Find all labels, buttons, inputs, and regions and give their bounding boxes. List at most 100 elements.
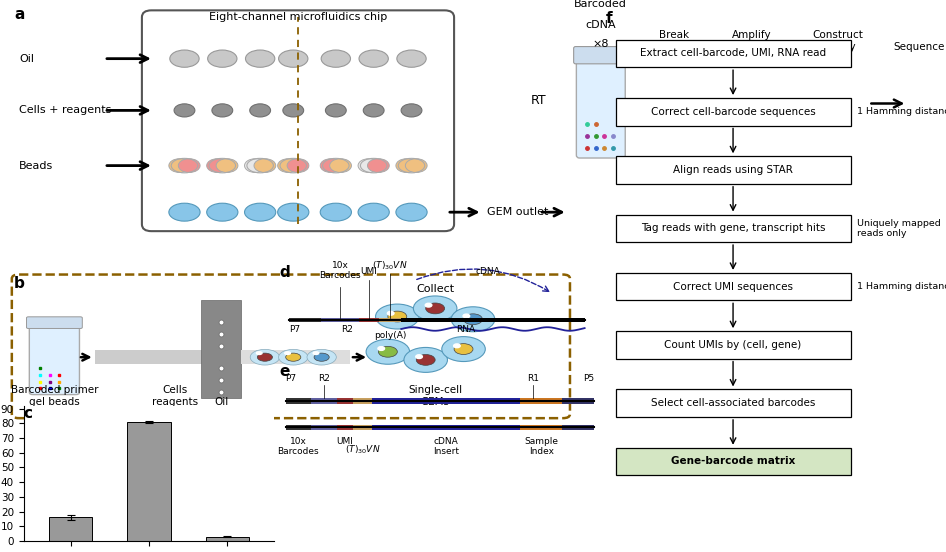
Ellipse shape [131, 352, 152, 363]
Bar [337, 425, 353, 430]
Ellipse shape [287, 159, 308, 172]
Bar [241, 351, 350, 364]
FancyBboxPatch shape [26, 317, 82, 328]
FancyBboxPatch shape [616, 215, 850, 242]
Circle shape [366, 339, 410, 364]
Text: Amplify
cDNA: Amplify cDNA [732, 30, 772, 52]
Ellipse shape [325, 104, 346, 117]
Ellipse shape [320, 159, 342, 172]
Circle shape [416, 354, 435, 365]
Ellipse shape [178, 159, 200, 172]
Bar [520, 425, 562, 430]
Ellipse shape [250, 349, 280, 365]
Text: b: b [14, 276, 25, 291]
Ellipse shape [212, 104, 233, 117]
Ellipse shape [254, 159, 275, 172]
Text: Barcoded: Barcoded [574, 0, 627, 9]
Circle shape [454, 344, 473, 354]
Circle shape [388, 311, 407, 322]
Ellipse shape [358, 159, 379, 172]
Ellipse shape [358, 203, 389, 221]
FancyBboxPatch shape [616, 40, 850, 67]
Text: P7: P7 [286, 374, 297, 383]
Bar [520, 399, 562, 404]
Ellipse shape [168, 159, 190, 172]
Bar [206, 537, 249, 541]
Ellipse shape [313, 352, 319, 354]
Text: Construct
Library: Construct Library [812, 30, 863, 52]
Ellipse shape [329, 159, 351, 172]
Ellipse shape [283, 104, 304, 117]
Bar [49, 517, 92, 541]
Text: Beads: Beads [19, 161, 53, 171]
Text: Oil: Oil [19, 54, 34, 63]
Bar [353, 425, 373, 430]
Text: UMI: UMI [360, 267, 377, 276]
Ellipse shape [286, 353, 301, 361]
Bar [373, 425, 520, 430]
Bar [359, 318, 378, 322]
Ellipse shape [395, 203, 427, 221]
Circle shape [415, 355, 422, 359]
FancyBboxPatch shape [573, 46, 628, 64]
Circle shape [426, 303, 445, 314]
Text: $(T)_{30}VN$: $(T)_{30}VN$ [345, 443, 380, 456]
FancyBboxPatch shape [29, 322, 79, 395]
Text: Select cell-associated barcodes: Select cell-associated barcodes [651, 398, 815, 408]
Text: GEM outlet: GEM outlet [487, 207, 549, 217]
Text: Cells + reagents: Cells + reagents [19, 105, 112, 115]
Circle shape [453, 344, 460, 348]
Text: Uniquely mapped
reads only: Uniquely mapped reads only [857, 219, 941, 238]
Text: 10x
Barcodes: 10x Barcodes [320, 261, 361, 280]
Bar [286, 399, 311, 404]
Ellipse shape [307, 349, 336, 365]
Circle shape [413, 296, 457, 321]
Bar [337, 399, 353, 404]
Text: f: f [605, 11, 612, 26]
Text: P5: P5 [583, 374, 594, 383]
FancyBboxPatch shape [616, 448, 850, 475]
Circle shape [404, 347, 447, 373]
Ellipse shape [401, 104, 422, 117]
Circle shape [378, 346, 397, 357]
Text: e: e [279, 364, 289, 379]
Ellipse shape [207, 50, 236, 67]
Text: Single-cell
GEMs: Single-cell GEMs [408, 385, 463, 407]
Ellipse shape [277, 159, 299, 172]
Ellipse shape [277, 203, 308, 221]
Ellipse shape [363, 104, 384, 117]
Bar [373, 399, 520, 404]
Text: Oil: Oil [214, 397, 229, 407]
Circle shape [387, 311, 394, 315]
Ellipse shape [314, 353, 329, 361]
Circle shape [464, 314, 482, 325]
Ellipse shape [250, 104, 271, 117]
Text: poly(A): poly(A) [374, 331, 406, 340]
Bar [289, 318, 321, 322]
Text: Cells
reagents: Cells reagents [152, 385, 198, 407]
Text: P7: P7 [289, 325, 300, 333]
Ellipse shape [359, 50, 388, 67]
Ellipse shape [169, 50, 199, 67]
Text: UMI: UMI [337, 437, 354, 445]
Ellipse shape [174, 104, 195, 117]
Ellipse shape [395, 159, 417, 172]
Bar [95, 351, 307, 364]
Ellipse shape [256, 352, 262, 354]
Text: Sample
Index: Sample Index [524, 437, 558, 456]
FancyBboxPatch shape [616, 156, 850, 184]
Bar [562, 399, 594, 404]
FancyBboxPatch shape [616, 98, 850, 125]
Ellipse shape [188, 352, 209, 363]
Circle shape [425, 303, 431, 307]
FancyBboxPatch shape [616, 389, 850, 417]
Ellipse shape [168, 203, 200, 221]
Ellipse shape [206, 203, 237, 221]
Text: 1 Hamming distance: 1 Hamming distance [857, 282, 946, 291]
Text: 1 Hamming distance: 1 Hamming distance [857, 107, 946, 116]
Ellipse shape [321, 50, 350, 67]
Text: R2: R2 [318, 374, 330, 383]
Ellipse shape [245, 50, 274, 67]
Text: d: d [279, 265, 289, 280]
Circle shape [463, 314, 469, 318]
